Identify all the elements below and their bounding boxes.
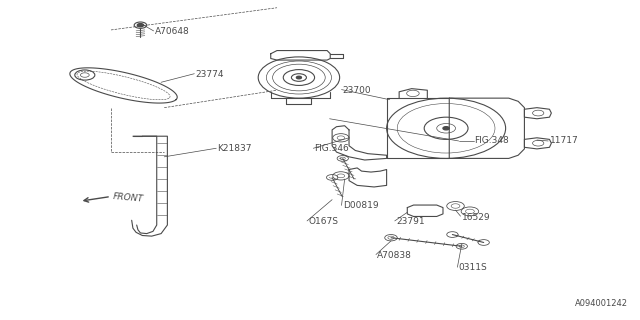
Circle shape <box>296 76 301 79</box>
Text: A70648: A70648 <box>155 27 189 36</box>
Text: 23774: 23774 <box>196 70 224 79</box>
Text: 16529: 16529 <box>462 212 490 222</box>
Text: 23700: 23700 <box>343 86 371 95</box>
Circle shape <box>443 127 449 130</box>
Text: K21837: K21837 <box>218 144 252 153</box>
Text: D00819: D00819 <box>343 202 378 211</box>
Text: 23791: 23791 <box>396 217 424 226</box>
Circle shape <box>138 24 143 27</box>
Text: O167S: O167S <box>308 217 339 226</box>
Text: A094001242: A094001242 <box>575 299 628 308</box>
Text: FIG.348: FIG.348 <box>474 136 509 146</box>
Text: 11717: 11717 <box>550 136 578 146</box>
Text: FIG.346: FIG.346 <box>315 144 349 153</box>
Text: A70838: A70838 <box>377 251 412 260</box>
Text: 0311S: 0311S <box>459 263 488 272</box>
Text: FRONT: FRONT <box>113 192 144 203</box>
